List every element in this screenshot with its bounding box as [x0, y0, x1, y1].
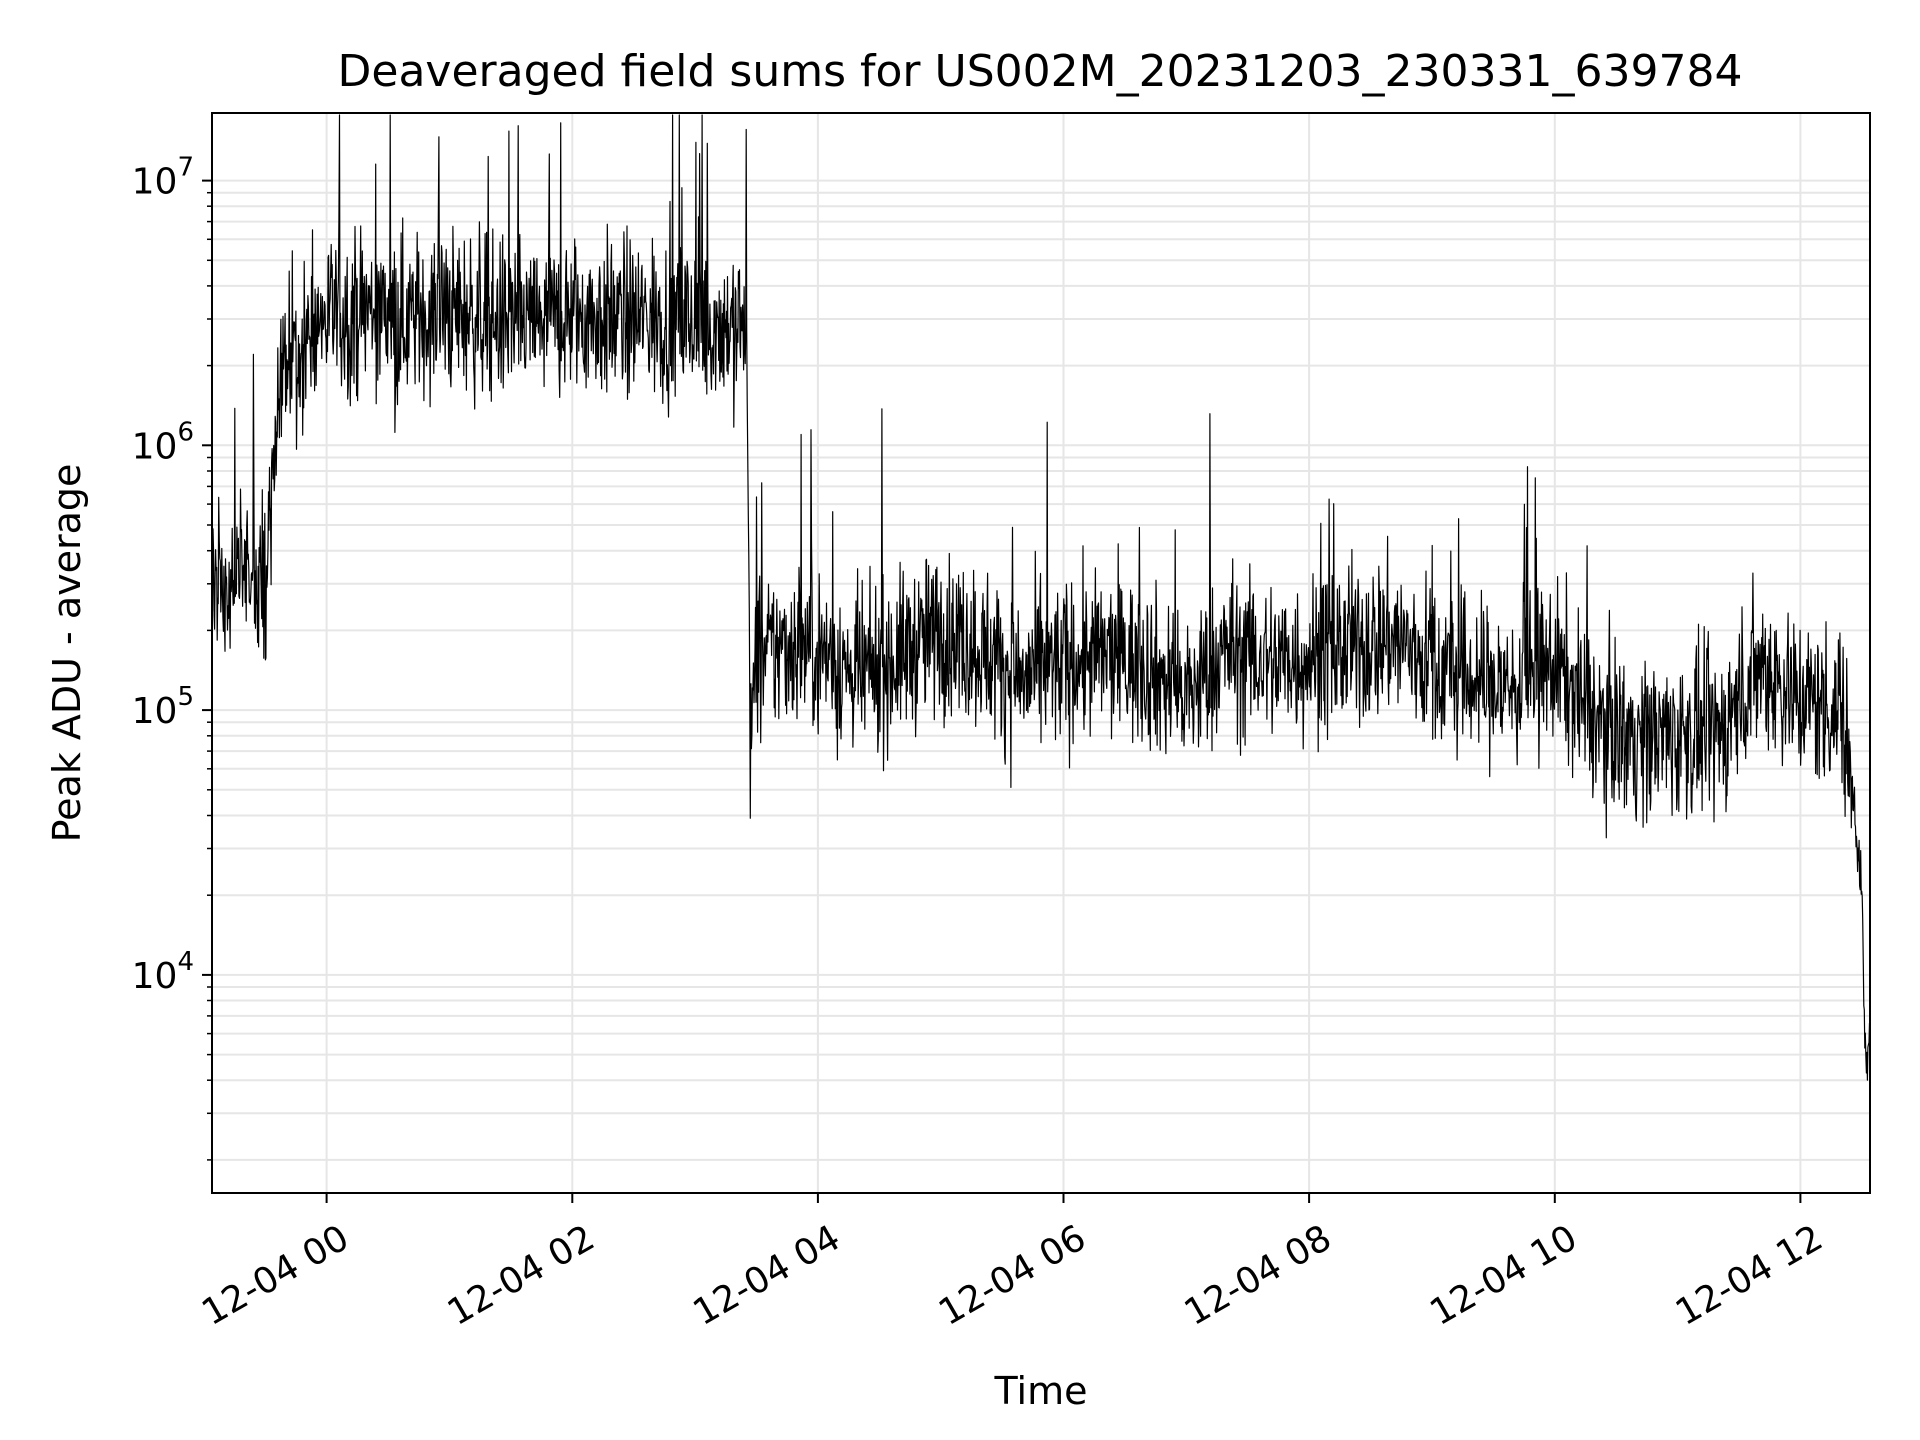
y-tick-label: 105: [132, 682, 194, 732]
plot-frame: [211, 112, 1871, 1194]
y-tick-label: 106: [132, 417, 194, 467]
data-line: [211, 114, 1871, 1081]
y-tick-label: 107: [132, 153, 194, 203]
x-axis-label: Time: [994, 1369, 1088, 1413]
y-axis-ticks: 104 105 106 107: [132, 153, 212, 1161]
y-tick-label: 104: [132, 947, 194, 997]
y-axis-label: Peak ADU - average: [45, 464, 89, 843]
chart-title: Deaveraged field sums for US002M_2023120…: [338, 46, 1743, 97]
